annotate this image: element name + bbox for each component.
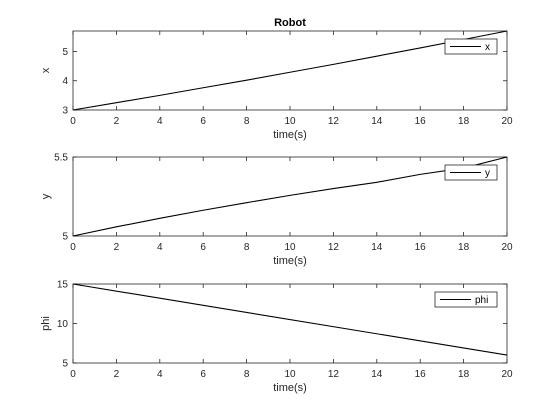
x-tick-label-1-5: 10 [284,116,296,127]
x-tick-label-3-1: 2 [114,369,120,380]
x-tick-label-2-5: 10 [284,242,296,253]
x-tick-label-3-2: 4 [157,369,163,380]
x-tick-label-3-0: 0 [70,369,76,380]
x-tick-label-3-7: 14 [371,369,383,380]
y-tick-label-1-0: 3 [62,106,68,117]
x-tick-label-2-9: 18 [458,242,470,253]
y-tick-label-1-2: 5 [62,47,68,58]
legend-3: phi [434,291,498,308]
x-tick-label-2-1: 2 [114,242,120,253]
x-tick-label-1-9: 18 [458,116,470,127]
x-tick-label-1-3: 6 [200,116,206,127]
series-line-phi [72,283,508,356]
x-tick-label-3-6: 12 [328,369,340,380]
y-tick-label-2-1: 5.5 [54,153,68,164]
chart-title: Robot [274,17,306,29]
x-tick-label-1-4: 8 [244,116,250,127]
axes-box-2 [72,156,508,237]
x-tick-label-2-7: 14 [371,242,383,253]
x-tick-label-2-0: 0 [70,242,76,253]
x-tick-label-3-9: 18 [458,369,470,380]
x-tick-label-2-10: 20 [501,242,513,253]
x-axis-label-2: time(s) [273,255,307,267]
x-tick-label-3-4: 8 [244,369,250,380]
x-tick-label-1-0: 0 [70,116,76,127]
x-tick-label-1-6: 12 [328,116,340,127]
y-tick-label-3-2: 15 [57,280,69,291]
legend-label-phi: phi [475,295,488,306]
x-tick-label-3-8: 16 [415,369,427,380]
x-tick-label-2-2: 4 [157,242,163,253]
x-tick-label-1-1: 2 [114,116,120,127]
x-tick-label-1-10: 20 [501,116,513,127]
x-axis-label-3: time(s) [273,382,307,394]
x-axis-label-1: time(s) [273,129,307,141]
x-tick-label-2-4: 8 [244,242,250,253]
x-tick-label-3-5: 10 [284,369,296,380]
y-axis-label-1: x [40,67,52,73]
series-line-y [72,156,508,237]
x-tick-label-2-3: 6 [200,242,206,253]
x-tick-label-2-8: 16 [415,242,427,253]
series-line-x [72,30,508,111]
x-tick-label-3-3: 6 [200,369,206,380]
subplot-3: 0 2 4 6 8 10 12 14 16 18 20 5 10 15 time(s) phi phi [40,280,513,395]
y-axis-label-3: phi [40,316,52,331]
subplot-1: 0 2 4 6 8 10 12 14 16 18 20 3 4 5 time(s) x Robot x [40,17,513,141]
y-tick-label-2-0: 5 [62,232,68,243]
y-axis-label-2: y [40,193,52,199]
x-tick-label-1-8: 16 [415,116,427,127]
x-tick-label-3-10: 20 [501,369,513,380]
x-tick-label-2-6: 12 [328,242,340,253]
legend-label-x: x [485,42,490,53]
y-tick-label-3-1: 10 [57,319,69,330]
legend-1: x [444,38,498,55]
y-tick-label-3-0: 5 [62,359,68,370]
y-tick-label-1-1: 4 [62,76,68,87]
legend-2: y [444,164,498,181]
x-tick-label-1-2: 4 [157,116,163,127]
legend-label-y: y [485,168,490,179]
axes-box-1 [72,30,508,111]
x-tick-label-1-7: 14 [371,116,383,127]
subplot-2: 0 2 4 6 8 10 12 14 16 18 20 5 5.5 time(s) y y [40,153,513,268]
